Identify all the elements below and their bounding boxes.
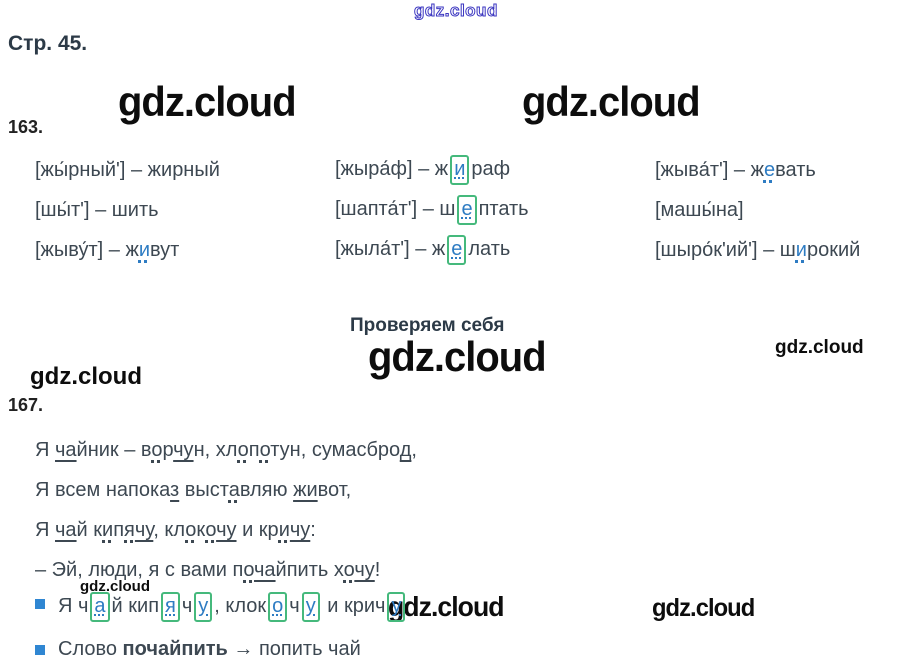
watermark-bullet-line-right: gdz.cloud bbox=[652, 594, 755, 622]
table-cell: [жыву́т] – живут bbox=[35, 238, 180, 261]
heading-check-yourself: Проверяем себя bbox=[350, 315, 505, 336]
watermark-large-left: gdz.cloud bbox=[118, 78, 297, 125]
poem-line: – Эй, люди, я с вами почайпить хочу! bbox=[35, 559, 381, 581]
table-cell: [жы́рный'] – жирный bbox=[35, 158, 220, 181]
poem-line: Я всем напоказ выставляю живот, bbox=[35, 479, 352, 501]
bullet-square-icon bbox=[35, 645, 45, 655]
table-cell: [жыва́т'] – жевать bbox=[655, 158, 816, 181]
watermark-small-right: gdz.cloud bbox=[775, 337, 864, 358]
poem: Я чайник – ворчун, хлопотун, сумасброд, … bbox=[35, 430, 417, 590]
exercise-163-number: 163. bbox=[8, 117, 44, 137]
page-title: Стр. 45. bbox=[8, 32, 88, 55]
bullet-square-icon bbox=[35, 599, 45, 609]
watermark-bullet-line: gdz.cloud bbox=[388, 591, 505, 622]
poem-line: Я чай кипячу, клокочу и кричу: bbox=[35, 519, 316, 541]
watermark-tiny: gdz.cloud bbox=[80, 578, 150, 595]
table-cell: [шыро́к'ий'] – широкий bbox=[655, 238, 861, 261]
watermark-medium-left: gdz.cloud bbox=[30, 363, 142, 390]
table-cell: [шы́т'] – шить bbox=[35, 198, 159, 221]
poem-line: Я чайник – ворчун, хлопотун, сумасброд, bbox=[35, 439, 417, 461]
watermark-top-outline: gdz.cloud bbox=[414, 1, 498, 21]
table-cell: [жыла́т'] – ж е лать bbox=[335, 235, 655, 265]
watermark-large-right: gdz.cloud bbox=[522, 78, 701, 125]
table-cell: [шапта́т'] – ш е птать bbox=[335, 195, 655, 225]
table-cell: [машы́на] bbox=[655, 198, 744, 221]
watermark-large-center: gdz.cloud bbox=[368, 333, 547, 380]
bullet-item: Слово почайпить → попить чай bbox=[35, 638, 361, 661]
table-cell: [жыра́ф] – ж и раф bbox=[335, 155, 655, 185]
bullet-text: Слово почайпить → попить чай bbox=[58, 638, 361, 660]
exercise-167-number: 167. bbox=[8, 395, 44, 415]
pronunciation-table: [жы́рный'] – жирный [жыра́ф] – ж и раф [жы… bbox=[35, 150, 895, 270]
